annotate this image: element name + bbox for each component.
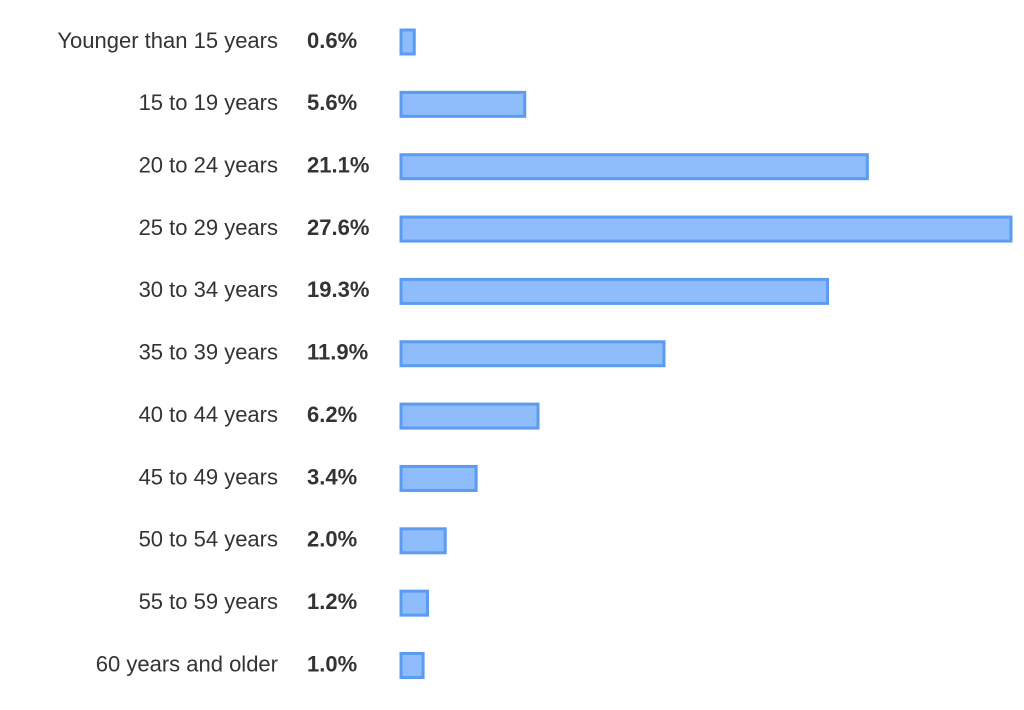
bar	[399, 652, 425, 679]
bar	[399, 215, 1013, 243]
value-label: 11.9%	[307, 340, 368, 365]
bar	[399, 464, 478, 492]
value-label: 27.6%	[307, 215, 369, 240]
value-label: 1.0%	[307, 651, 357, 676]
bar	[399, 589, 430, 617]
category-label: Younger than 15 years	[57, 28, 278, 53]
value-label: 1.2%	[307, 589, 357, 614]
value-label: 6.2%	[307, 402, 357, 427]
value-label: 3.4%	[307, 464, 357, 489]
category-label: 20 to 24 years	[139, 153, 278, 178]
category-label: 35 to 39 years	[139, 340, 278, 365]
value-label: 0.6%	[307, 28, 357, 53]
bar	[399, 28, 416, 56]
category-label: 40 to 44 years	[139, 402, 278, 427]
bar	[399, 90, 527, 118]
value-label: 2.0%	[307, 527, 357, 552]
category-label: 25 to 29 years	[139, 215, 278, 240]
category-label: 60 years and older	[96, 651, 278, 676]
category-label: 15 to 19 years	[139, 90, 278, 115]
value-label: 21.1%	[307, 153, 369, 178]
category-label: 50 to 54 years	[139, 527, 278, 552]
category-label: 30 to 34 years	[139, 277, 278, 302]
bar	[399, 153, 869, 181]
bar	[399, 340, 666, 368]
category-label: 55 to 59 years	[139, 589, 278, 614]
category-label: 45 to 49 years	[139, 464, 278, 489]
value-label: 19.3%	[307, 277, 369, 302]
bar	[399, 402, 540, 430]
bar	[399, 277, 830, 305]
value-label: 5.6%	[307, 90, 357, 115]
bar	[399, 527, 447, 555]
